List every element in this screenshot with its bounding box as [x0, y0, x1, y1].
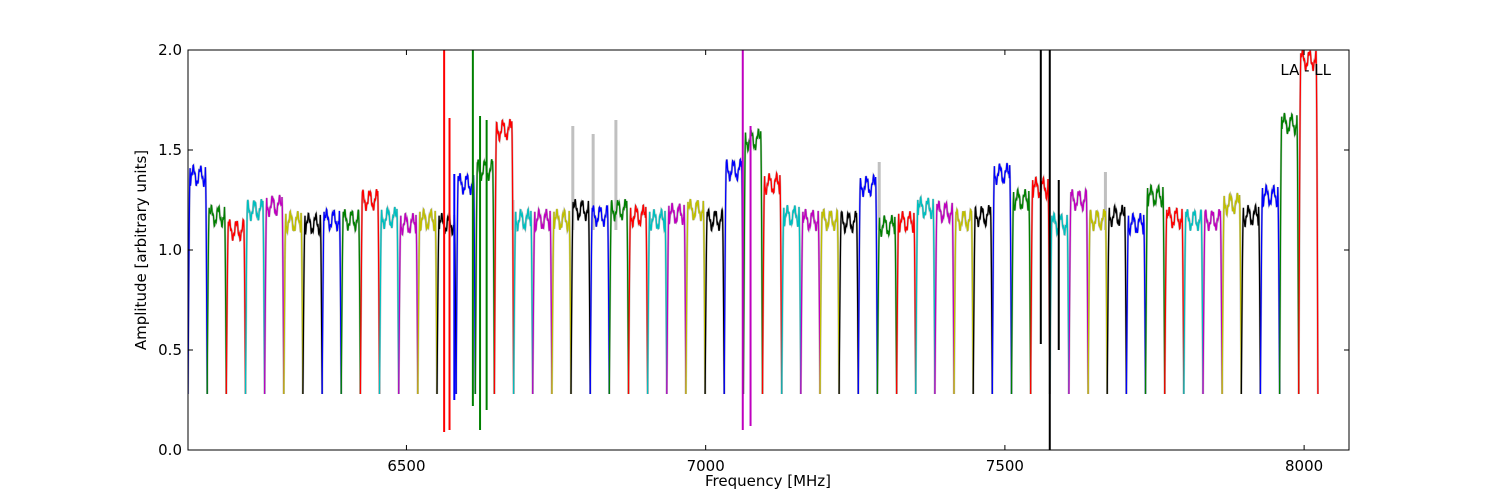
channel-line: [857, 173, 879, 395]
channel-line: [378, 205, 400, 395]
channel-line: [263, 194, 285, 395]
x-tick-label: 7500: [986, 457, 1024, 475]
channel-line: [1068, 187, 1089, 395]
channel-line: [359, 189, 381, 395]
channel-line: [723, 157, 745, 395]
channel-line: [302, 211, 323, 395]
x-tick-label: 7000: [687, 457, 725, 475]
channel-line: [1087, 208, 1108, 395]
channel-line: [666, 202, 687, 395]
channel-line: [512, 206, 534, 395]
channel-line: [646, 207, 668, 395]
y-axis-ticks: 0.0 0.5 1.0 1.5 2.0: [158, 41, 1349, 459]
channel-line: [398, 212, 419, 395]
y-tick-label: 0.0: [158, 441, 182, 459]
x-axis-label: Frequency [MHz]: [705, 472, 831, 490]
channel-line: [1010, 186, 1032, 395]
channel-line: [589, 205, 610, 395]
channel-line: [876, 214, 898, 395]
channel-line: [761, 170, 783, 395]
channel-line: [1144, 183, 1166, 395]
channel-line: [1298, 50, 1319, 395]
channel-line: [953, 207, 974, 395]
channel-line: [321, 206, 342, 395]
y-tick-label: 2.0: [158, 41, 182, 59]
channel-line: [188, 163, 208, 395]
channel-line: [436, 212, 457, 395]
baseline-annotation: LA - LL: [1280, 61, 1331, 79]
channel-line: [340, 209, 362, 395]
channel-line: [972, 204, 993, 395]
x-tick-label: 8000: [1285, 457, 1323, 475]
channel-line: [206, 204, 227, 395]
channel-line: [1278, 112, 1300, 395]
y-axis-label: Amplitude [arbitrary units]: [132, 150, 150, 350]
channel-line: [225, 217, 247, 395]
channel-line: [1125, 212, 1147, 395]
channel-line: [627, 203, 649, 395]
channel-line: [742, 128, 764, 395]
channel-line: [608, 198, 630, 395]
channel-line: [934, 200, 955, 395]
channel-line: [570, 198, 591, 395]
channel-line: [1183, 208, 1204, 395]
channel-line: [895, 211, 917, 395]
channel-line: [1240, 202, 1262, 395]
channel-line: [915, 195, 936, 395]
channel-line: [800, 208, 821, 395]
channel-line: [244, 198, 266, 395]
y-tick-label: 0.5: [158, 341, 182, 359]
channel-line: [283, 209, 304, 395]
channel-line: [532, 206, 553, 395]
channel-line: [838, 210, 859, 395]
channel-line: [685, 198, 706, 395]
channel-line: [1259, 183, 1281, 395]
channel-line: [493, 118, 515, 395]
x-axis-ticks: 6500 7000 7500 8000: [387, 50, 1323, 475]
y-tick-label: 1.5: [158, 141, 182, 159]
channel-line: [474, 158, 496, 395]
channel-line: [781, 204, 802, 395]
channel-line: [1164, 206, 1185, 395]
channel-line: [551, 207, 572, 395]
x-tick-label: 6500: [387, 457, 425, 475]
channel-line: [1202, 209, 1223, 395]
channel-line: [1221, 192, 1242, 395]
channel-line: [704, 207, 725, 395]
channel-line: [991, 162, 1013, 395]
channel-line: [819, 208, 840, 395]
channel-line: [417, 207, 438, 395]
channel-series: [188, 50, 1319, 395]
channel-line: [1106, 203, 1128, 395]
rfi-spikes: [443, 50, 1060, 450]
y-tick-label: 1.0: [158, 241, 182, 259]
